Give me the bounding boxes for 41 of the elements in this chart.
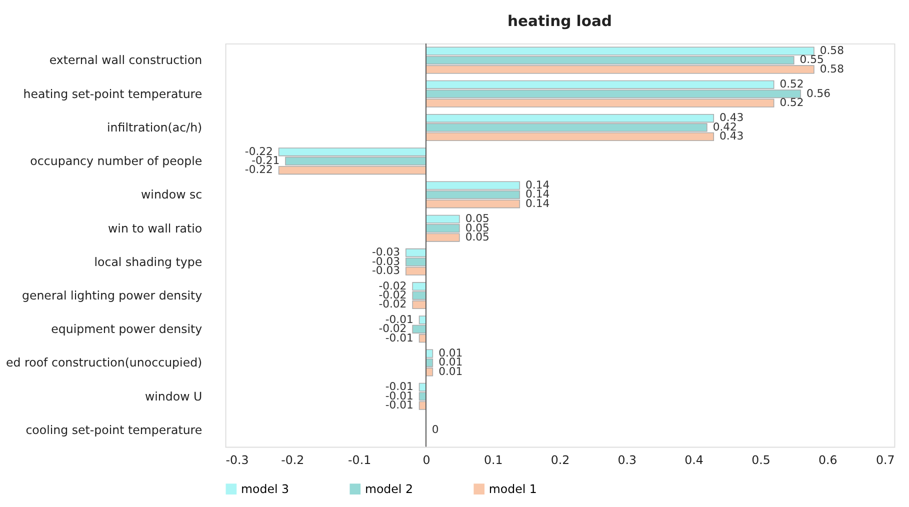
data-label: -0.01 [385, 398, 414, 412]
x-tick-label: 0.1 [484, 453, 503, 468]
y-tick-label: external wall construction [49, 53, 202, 68]
data-label: 0.43 [720, 130, 744, 143]
y-tick-label: win to wall ratio [108, 221, 202, 236]
x-tick-label: -0.3 [226, 453, 249, 468]
data-label: -0.01 [385, 331, 414, 344]
legend-label: model 3 [241, 482, 290, 496]
y-tick-label: general lighting power density [22, 288, 202, 302]
data-label: 0.01 [438, 364, 463, 378]
x-tick-label: 0.7 [876, 453, 895, 468]
y-tick-label: window U [145, 389, 202, 404]
data-label: 0.52 [780, 78, 804, 91]
y-tick-label: window sc [141, 188, 202, 202]
y-tick-label: infiltration(ac/h) [107, 120, 202, 134]
y-tick-label: cooling set-point temperature [26, 422, 202, 437]
data-label: -0.03 [372, 264, 400, 278]
chart-title: heating load [508, 13, 612, 30]
x-tick-label: 0.6 [818, 453, 838, 468]
x-tick-label: 0.3 [618, 453, 637, 468]
data-label: 0.56 [806, 86, 831, 100]
data-label: -0.22 [244, 163, 273, 176]
data-label: 0 [432, 422, 439, 436]
x-tick-label: 0.2 [550, 453, 570, 468]
legend-label: model 1 [488, 482, 537, 496]
data-label: 0.58 [820, 44, 844, 58]
x-tick-label: -0.2 [281, 453, 304, 468]
x-tick-label: 0.4 [684, 453, 704, 468]
y-tick-label: local shading type [94, 254, 202, 269]
data-label: 0.58 [820, 62, 844, 76]
x-tick-label: 0 [422, 453, 430, 468]
data-label: 0.52 [780, 96, 804, 110]
data-label: 0.14 [526, 196, 550, 210]
legend-label: model 2 [364, 482, 413, 496]
x-tick-label: 0.5 [752, 453, 770, 468]
y-tick-label: occupancy number of people [30, 154, 202, 168]
y-tick-label: ed roof construction(unoccupied) [6, 356, 202, 370]
y-tick-label: heating set-point temperature [23, 86, 202, 101]
x-tick-label: -0.1 [348, 453, 372, 468]
y-tick-label: equipment power density [51, 322, 202, 336]
data-label: -0.02 [378, 298, 407, 311]
